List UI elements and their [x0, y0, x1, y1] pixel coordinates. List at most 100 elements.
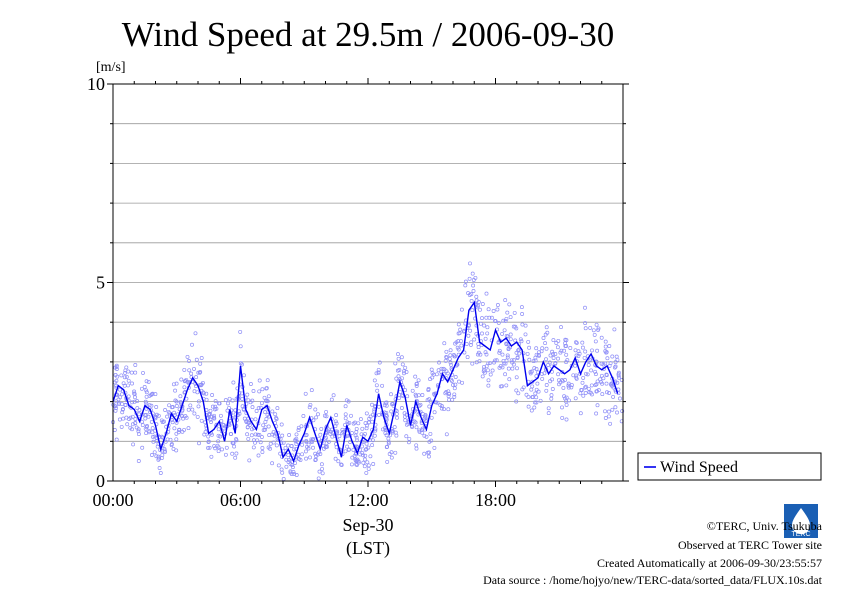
scatter-point [182, 427, 187, 432]
scatter-point [169, 442, 174, 447]
scatter-point [607, 344, 612, 348]
scatter-point [158, 471, 163, 475]
scatter-point [482, 323, 487, 328]
scatter-point [565, 358, 570, 363]
scatter-point [588, 325, 593, 330]
scatter-point [234, 451, 239, 456]
scatter-point [562, 348, 567, 353]
scatter-point [581, 375, 586, 380]
scatter-point [605, 356, 610, 361]
y-axis-unit-label: [m/s] [96, 60, 126, 75]
scatter-point [414, 425, 419, 430]
scatter-point [114, 406, 119, 411]
scatter-point [530, 384, 535, 389]
scatter-point [446, 394, 451, 399]
scatter-point [172, 410, 177, 415]
scatter-point [426, 454, 431, 459]
scatter-point [186, 407, 191, 412]
scatter-point [488, 372, 493, 377]
scatter-point [526, 404, 531, 409]
scatter-point [472, 337, 477, 342]
terc-logo: TERC [784, 504, 818, 538]
scatter-point [202, 432, 207, 437]
scatter-point [309, 388, 314, 393]
scatter-point [389, 450, 394, 455]
scatter-point [244, 419, 249, 424]
scatter-point [583, 305, 587, 310]
scatter-point [434, 372, 439, 377]
scatter-point [276, 463, 281, 468]
scatter-point [216, 439, 221, 444]
scatter-point [550, 377, 555, 382]
scatter-point [519, 305, 524, 310]
scatter-point [152, 450, 157, 455]
scatter-point [251, 389, 256, 393]
scatter-point [542, 371, 547, 376]
scatter-point [340, 427, 345, 432]
scatter-point [402, 369, 406, 374]
scatter-point [429, 367, 434, 372]
scatter-point [188, 403, 193, 408]
scatter-point [500, 384, 504, 389]
scatter-point [447, 356, 452, 361]
wind-speed-line [112, 300, 619, 464]
scatter-point [360, 444, 364, 449]
scatter-point [464, 342, 469, 346]
scatter-point [314, 415, 319, 420]
scatter-point [529, 408, 534, 413]
scatter-point [161, 419, 166, 424]
scatter-point [544, 325, 549, 330]
scatter-point [238, 344, 243, 349]
scatter-point [126, 383, 130, 388]
scatter-point [404, 422, 409, 427]
scatter-point [343, 412, 348, 417]
scatter-point [127, 404, 132, 409]
scatter-point [354, 435, 359, 440]
scatter-point [511, 358, 516, 363]
scatter-point [218, 413, 223, 418]
scatter-point [425, 398, 430, 403]
scatter-point [395, 415, 399, 420]
scatter-point [543, 341, 548, 346]
scatter-point [526, 394, 531, 399]
scatter-point [212, 413, 217, 418]
scatter-point [456, 347, 461, 352]
scatter-point [535, 381, 540, 386]
scatter-point [505, 355, 510, 360]
scatter-point [146, 379, 151, 384]
scatter-point [242, 373, 246, 378]
scatter-point [185, 354, 190, 359]
scatter-point [582, 355, 587, 360]
scatter-point [428, 377, 433, 382]
scatter-point [325, 444, 330, 449]
scatter-point [280, 470, 285, 475]
scatter-point [532, 400, 537, 405]
scatter-point [447, 391, 452, 396]
scatter-point [562, 394, 567, 399]
scatter-point [149, 392, 154, 397]
scatter-point [255, 432, 260, 437]
scatter-point [594, 322, 599, 327]
scatter-point [308, 455, 312, 460]
scatter-point [471, 278, 476, 282]
scatter-point [524, 392, 529, 397]
scatter-point [253, 417, 258, 422]
scatter-point [362, 457, 367, 462]
scatter-point [458, 327, 463, 332]
scatter-point [240, 397, 245, 401]
scatter-point [143, 399, 148, 404]
scatter-point [174, 431, 179, 436]
scatter-point [617, 375, 622, 380]
scatter-point [173, 398, 178, 403]
scatter-point [206, 434, 211, 439]
scatter-point [343, 449, 348, 454]
scatter-point [354, 430, 359, 434]
scatter-point [374, 383, 379, 388]
scatter-point [132, 399, 137, 404]
scatter-point [345, 421, 350, 426]
scatter-point [216, 445, 221, 450]
scatter-point [580, 340, 585, 345]
scatter-point [453, 354, 457, 359]
scatter-point [449, 362, 454, 367]
scatter-point [199, 382, 204, 387]
